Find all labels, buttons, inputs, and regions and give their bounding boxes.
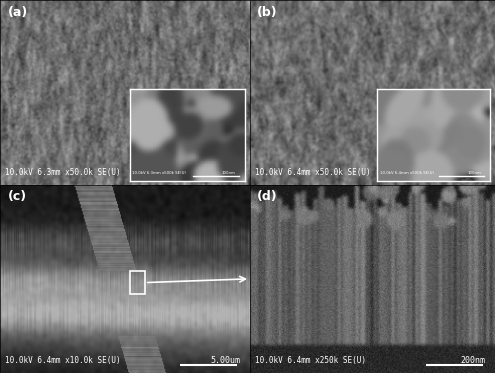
Text: 200nm: 200nm <box>460 357 485 366</box>
Text: 10.0kV 6.4mm x10.0k SE(U): 10.0kV 6.4mm x10.0k SE(U) <box>5 357 121 366</box>
Text: 1.00um: 1.00um <box>455 168 485 177</box>
Text: (d): (d) <box>257 190 278 203</box>
Text: (a): (a) <box>7 6 28 19</box>
Text: 10.0kV 6.4mm x250k SE(U): 10.0kV 6.4mm x250k SE(U) <box>255 357 366 366</box>
Text: 10.0kV 6.3mm x50.0k SE(U): 10.0kV 6.3mm x50.0k SE(U) <box>5 168 121 177</box>
Text: 1.00um: 1.00um <box>210 168 240 177</box>
Bar <box>130 271 145 294</box>
Text: 5.00um: 5.00um <box>210 357 240 366</box>
Text: 10.0kV 6.4mm x50.0k SE(U): 10.0kV 6.4mm x50.0k SE(U) <box>255 168 370 177</box>
Text: (b): (b) <box>257 6 278 19</box>
Text: (c): (c) <box>7 190 27 203</box>
